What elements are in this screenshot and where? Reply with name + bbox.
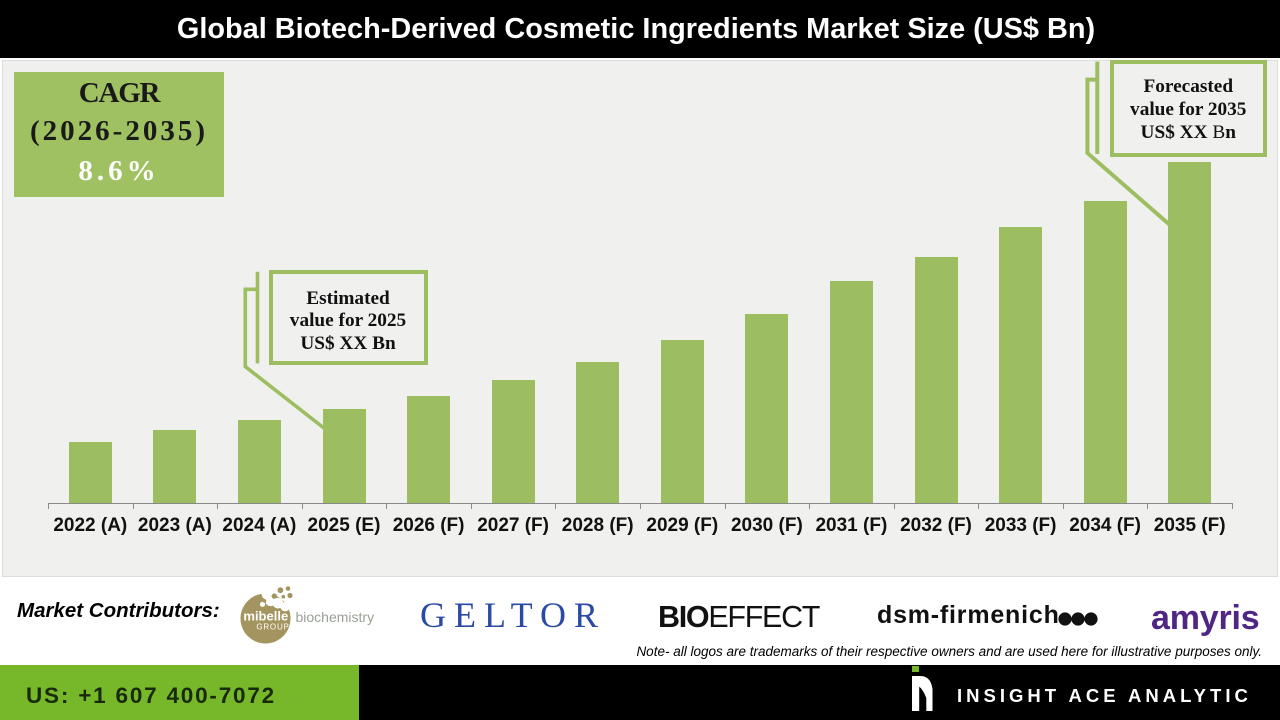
svg-text:mibelle: mibelle xyxy=(243,609,288,624)
svg-text:GROUP: GROUP xyxy=(256,623,289,632)
svg-text:biochemistry: biochemistry xyxy=(296,609,375,625)
